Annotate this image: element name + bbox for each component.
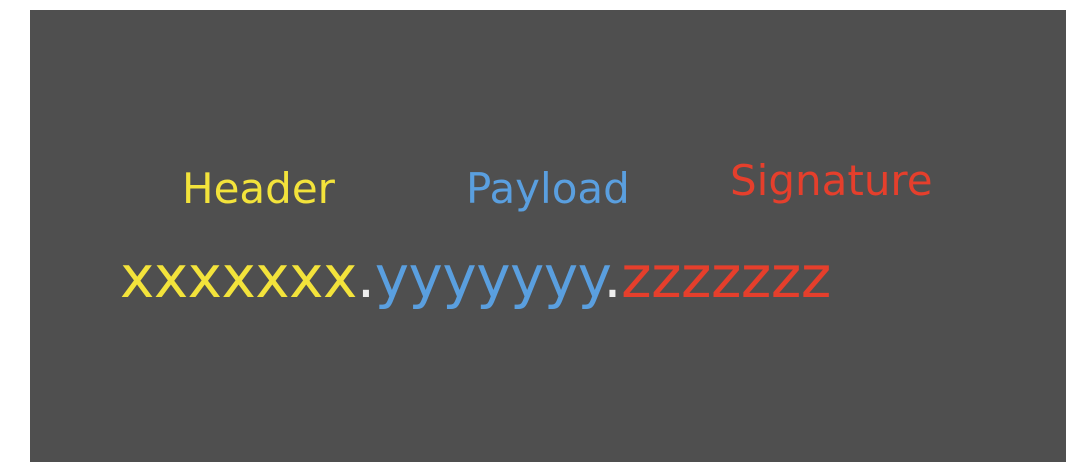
signature-label: Signature	[730, 156, 933, 205]
diagram-panel: Header Payload Signature xxxxxxx.yyyyyyy…	[30, 10, 1066, 462]
token-separator-1: .	[356, 243, 375, 311]
jwt-token-string: xxxxxxx.yyyyyyy.zzzzzzz	[120, 248, 831, 306]
token-header-segment: xxxxxxx	[120, 243, 357, 311]
token-separator-2: .	[603, 243, 622, 311]
payload-label: Payload	[466, 164, 630, 213]
token-payload-segment: yyyyyyy	[374, 243, 604, 311]
header-label: Header	[182, 164, 335, 213]
token-signature-segment: zzzzzzz	[621, 243, 831, 311]
